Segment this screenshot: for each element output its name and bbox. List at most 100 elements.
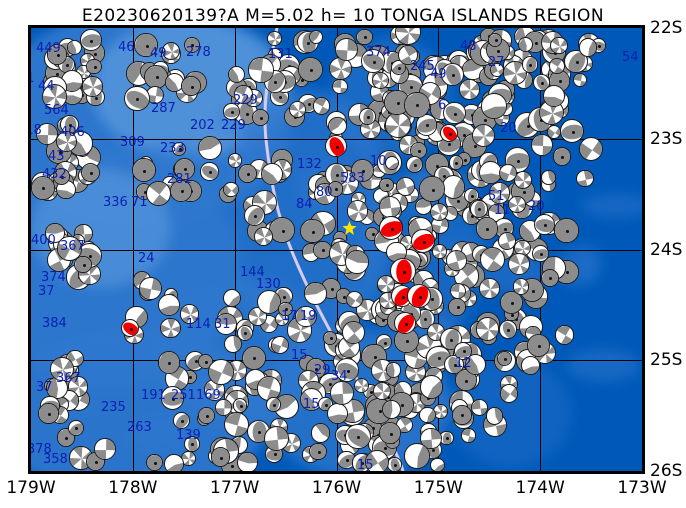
focal-mechanism-red [440,124,458,142]
focal-mechanism-gray [578,38,597,57]
event-number-label: 191 [141,388,166,403]
page-title: E20230620139?A M=5.02 h= 10 TONGA ISLAND… [0,6,686,28]
focal-mechanism-gray [223,412,250,438]
mechanism-centre-dot [136,98,140,102]
event-number-label: 71 [131,195,148,210]
event-number-label: 400 [31,233,56,248]
mechanism-centre-dot [81,94,85,98]
focal-mechanism-gray [342,321,366,345]
event-number-label: 20 [528,199,545,214]
mechanism-centre-dot [531,289,535,293]
focal-mechanism-gray [93,438,116,461]
mechanism-centre-dot [244,332,248,336]
focal-mechanism-gray [372,381,392,400]
focal-mechanism-gray [35,122,59,145]
mechanism-centre-dot [311,230,315,234]
focal-mechanism-gray [160,386,184,410]
focal-mechanism-gray [441,175,466,200]
event-number-label: 263 [127,420,152,435]
event-number-label: 281 [167,172,192,187]
event-number-label: 130 [256,277,281,292]
focal-mechanism-gray [309,443,327,461]
focal-mechanism-gray [361,49,385,73]
focal-mechanism-gray [263,425,290,452]
focal-mechanism-gray [309,30,324,45]
focal-mechanism-gray [295,305,317,327]
focal-mechanism-gray [139,276,162,300]
focal-mechanism-gray [345,250,370,274]
mechanism-centre-dot [194,360,198,364]
mechanism-centre-dot [247,173,251,177]
focal-mechanism-gray [134,33,158,57]
mechanism-quadrant [442,175,466,199]
focal-mechanism-gray [404,92,430,118]
x-axis-tick-label: 177W [210,478,260,498]
mechanism-centre-dot [274,80,278,84]
mechanism-centre-dot [56,54,60,58]
mechanism-centre-dot [431,188,435,192]
focal-mechanism-gray [143,64,169,90]
event-number-label: 131 [268,47,293,62]
mechanism-centre-dot [383,341,387,345]
focal-mechanism-gray [327,180,344,197]
event-number-label: 6 [438,98,447,113]
mechanism-centre-dot [473,145,477,149]
mechanism-centre-dot [539,252,543,256]
mechanism-centre-dot [42,187,46,191]
focal-mechanism-gray [146,181,171,207]
mechanism-centre-dot [58,150,62,154]
mechanism-centre-dot [178,148,182,152]
mechanism-centre-dot [60,175,64,179]
focal-mechanism-gray [223,181,239,198]
mechanism-quadrant [521,356,540,375]
event-number-label: 46 [118,40,135,55]
event-number-label: 34 [331,369,348,384]
event-number-label: 49 [430,67,447,82]
y-axis-tick-label: 26S [650,461,683,481]
mechanism-centre-dot [334,188,338,192]
focal-mechanism-gray [345,290,363,308]
mechanism-centre-dot [153,461,157,465]
focal-mechanism-gray [52,167,70,185]
mechanism-centre-dot [184,168,188,172]
mechanism-quadrant [419,407,436,424]
mechanism-centre-dot [396,101,400,105]
event-number-label: 48 [460,39,477,54]
x-axis-tick-label: 178W [108,478,158,498]
mechanism-centre-dot [503,227,507,231]
mechanism-centre-dot [329,383,333,387]
focal-mechanism-gray [200,162,219,181]
mechanism-quadrant [198,136,222,160]
focal-mechanism-gray [358,107,376,125]
mechanism-centre-dot [82,263,86,267]
focal-mechanism-gray [161,41,180,60]
focal-mechanism-gray [396,177,416,197]
mechanism-centre-dot [278,96,282,99]
mechanism-centre-dot [253,214,257,218]
title-text: E20230620139?A M=5.02 h= 10 TONGA ISLAND… [81,6,605,26]
mechanism-centre-dot [335,145,339,149]
mechanism-centre-dot [231,110,235,114]
event-number-label: 15 [303,397,320,412]
mechanism-centre-dot [511,301,515,305]
event-number-label: 139 [176,428,201,443]
event-number-label: 80 [316,185,333,200]
event-number-label: 374 [41,270,66,285]
focal-mechanism-gray [382,399,402,419]
focal-mechanism-gray [554,325,575,345]
focal-mechanism-gray [82,76,103,97]
focal-mechanism-gray [197,136,222,160]
mechanism-centre-dot [381,318,385,322]
mechanism-centre-dot [448,132,452,136]
mechanism-centre-dot [463,158,467,162]
focal-mechanism-gray [475,317,500,341]
focal-mechanism-gray [312,97,331,115]
focal-mechanism-gray [214,312,237,335]
focal-mechanism-gray [497,351,513,367]
event-number-label: 564 [44,103,69,118]
event-number-label: 229 [233,93,258,108]
focal-mechanism-gray [55,131,77,153]
focal-mechanism-gray [443,101,466,125]
focal-mechanism-gray [227,153,243,168]
focal-mechanism-gray [419,176,445,203]
